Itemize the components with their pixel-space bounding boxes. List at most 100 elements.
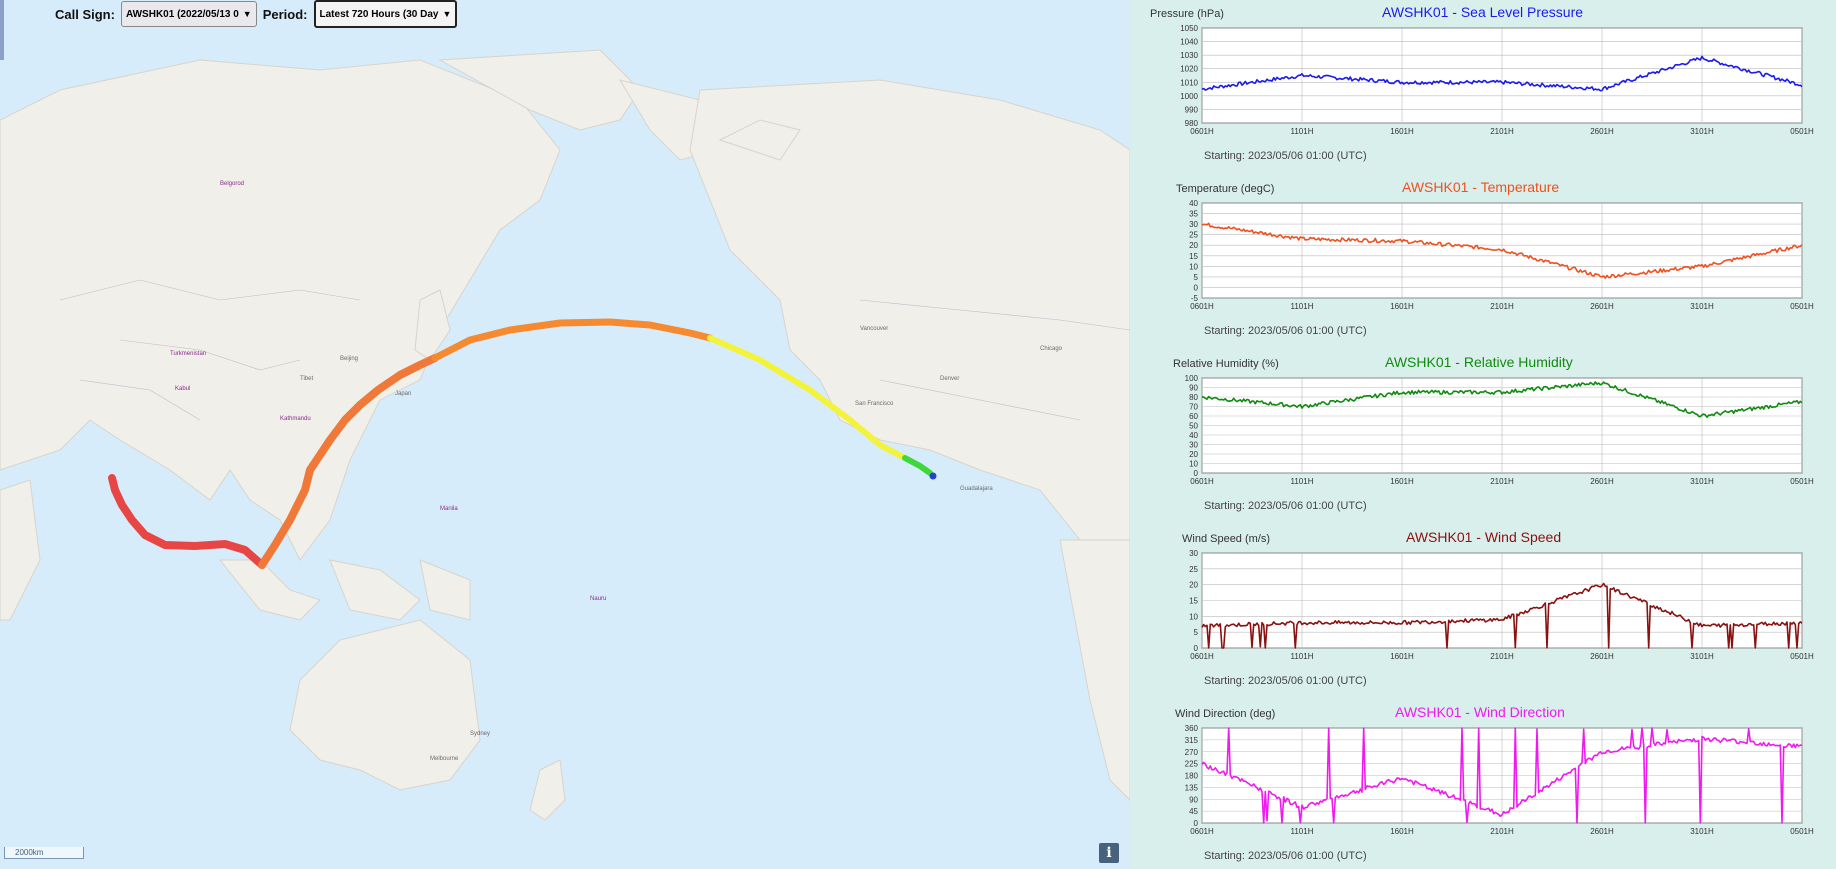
x-tick-label: 1601H — [1390, 827, 1414, 836]
y-tick-label: 270 — [1185, 748, 1199, 757]
x-tick-label: 2101H — [1490, 127, 1514, 136]
x-tick-label: 3101H — [1690, 302, 1714, 311]
x-tick-label: 0501H — [1790, 127, 1814, 136]
y-tick-label: 80 — [1189, 393, 1198, 402]
borders — [59, 279, 1130, 421]
series-line — [1201, 727, 1803, 824]
x-tick-label: 2101H — [1490, 652, 1514, 661]
x-tick-label: 0601H — [1190, 477, 1214, 486]
y-tick-label: 0 — [1194, 819, 1199, 828]
chart-title: AWSHK01 - Relative Humidity — [1385, 354, 1573, 370]
y-tick-label: 360 — [1185, 724, 1199, 733]
y-tick-label: 980 — [1185, 119, 1199, 128]
zoom-control[interactable] — [0, 0, 4, 60]
y-tick-label: 5 — [1194, 628, 1199, 637]
x-tick-label: 1101H — [1291, 302, 1314, 311]
y-tick-label: 225 — [1185, 760, 1199, 769]
y-tick-label: 0 — [1194, 283, 1199, 292]
x-tick-label: 0501H — [1790, 477, 1814, 486]
chart-ylabel: Relative Humidity (%) — [1173, 358, 1279, 370]
period-select[interactable]: Latest 720 Hours (30 Day ▼ — [313, 0, 458, 28]
chart-title: AWSHK01 - Wind Speed — [1406, 529, 1562, 545]
y-tick-label: 20 — [1189, 581, 1198, 590]
y-tick-label: 30 — [1189, 441, 1198, 450]
call-sign-select[interactable]: AWSHK01 (2022/05/13 0 ▼ — [120, 1, 257, 27]
y-tick-label: 90 — [1189, 795, 1198, 804]
y-tick-label: 30 — [1189, 220, 1198, 229]
call-sign-value: AWSHK01 (2022/05/13 0 — [125, 8, 239, 20]
y-tick-label: 40 — [1189, 431, 1198, 440]
svg-text:Beijing: Beijing — [340, 356, 358, 362]
y-tick-label: 180 — [1185, 772, 1199, 781]
chart-wind-speed: 30 25 20 15 10 5 0 0601H 1101H 1601H 2101H 2601H 310… — [1130, 529, 1836, 701]
track-segment-orange-light — [431, 318, 714, 362]
svg-text:Chicago: Chicago — [1040, 346, 1063, 352]
chart-pressure: 1050 1040 1030 1020 1010 1000 990 980 0601H 1101H… — [1130, 4, 1836, 176]
scale-bar: 2000km — [4, 847, 84, 859]
chart-starting: Starting: 2023/05/06 01:00 (UTC) — [1204, 850, 1367, 862]
x-tick-label: 2101H — [1490, 302, 1514, 311]
call-sign-label: Call Sign: — [55, 6, 115, 22]
y-tick-label: 5 — [1194, 273, 1199, 282]
x-tick-label: 2601H — [1590, 127, 1614, 136]
y-tick-label: 25 — [1189, 565, 1198, 574]
series-line — [1201, 222, 1803, 279]
svg-text:Manila: Manila — [440, 506, 458, 512]
map-canvas[interactable]: Belgorod Turkmenistan Kabul Kathmandu Ti… — [0, 0, 1130, 869]
svg-text:Nauru: Nauru — [590, 596, 606, 602]
svg-text:Kathmandu: Kathmandu — [280, 416, 311, 422]
y-tick-label: 25 — [1189, 231, 1198, 240]
x-tick-label: 3101H — [1690, 477, 1714, 486]
chart-title: AWSHK01 - Wind Direction — [1395, 704, 1565, 720]
y-tick-label: 100 — [1185, 374, 1199, 383]
x-tick-label: 1101H — [1291, 652, 1314, 661]
y-tick-label: 1030 — [1180, 51, 1198, 60]
y-tick-label: 315 — [1185, 736, 1199, 745]
x-tick-label: 1601H — [1390, 302, 1414, 311]
info-icon: i — [1106, 845, 1112, 861]
y-tick-label: 15 — [1189, 252, 1198, 261]
charts-panel: 1050 1040 1030 1020 1010 1000 990 980 0601H 1101H… — [1130, 0, 1836, 869]
y-tick-label: 30 — [1189, 549, 1198, 558]
chart-starting: Starting: 2023/05/06 01:00 (UTC) — [1204, 150, 1367, 162]
chart-humidity: 100 90 80 70 60 50 40 30 20 10 0 0601H 1101H 1601H 210… — [1130, 354, 1836, 526]
y-tick-label: 0 — [1194, 469, 1199, 478]
period-value: Latest 720 Hours (30 Day — [319, 8, 439, 20]
chart-starting: Starting: 2023/05/06 01:00 (UTC) — [1204, 325, 1367, 337]
x-tick-label: 1101H — [1291, 127, 1314, 136]
y-tick-label: 1050 — [1180, 24, 1198, 33]
scale-label: 2000km — [15, 848, 44, 857]
chart-temperature: 40 35 30 25 20 15 10 5 0 -5 0601H 1101H 1601H 2101H 26… — [1130, 179, 1836, 351]
current-position-marker — [929, 472, 937, 480]
y-tick-label: 990 — [1185, 105, 1199, 114]
y-tick-label: 135 — [1185, 783, 1199, 792]
track-segment-yellow — [707, 335, 908, 461]
track-segment-orange — [258, 354, 439, 569]
chart-title: AWSHK01 - Temperature — [1402, 179, 1560, 195]
svg-text:Guadalajara: Guadalajara — [960, 486, 993, 492]
chevron-down-icon: ▼ — [442, 9, 452, 19]
chart-wind-direction: 360 315 270 225 180 135 90 45 0 0601H 1101H 1601H 21… — [1130, 704, 1836, 869]
x-tick-label: 0501H — [1790, 652, 1814, 661]
chart-ylabel: Wind Direction (deg) — [1175, 708, 1276, 720]
svg-text:Turkmenistan: Turkmenistan — [170, 351, 206, 357]
y-tick-label: 40 — [1189, 199, 1198, 208]
svg-text:Denver: Denver — [940, 376, 959, 382]
series-line — [1201, 582, 1803, 649]
y-tick-label: 1000 — [1180, 92, 1198, 101]
y-tick-label: 35 — [1189, 210, 1198, 219]
x-tick-label: 1601H — [1390, 127, 1414, 136]
map-view[interactable]: Belgorod Turkmenistan Kabul Kathmandu Ti… — [0, 0, 1130, 869]
y-tick-label: 70 — [1189, 403, 1198, 412]
y-tick-label: 50 — [1189, 422, 1198, 431]
track-segment-red — [108, 474, 266, 569]
x-tick-label: 1101H — [1291, 827, 1314, 836]
y-tick-label: 20 — [1189, 450, 1198, 459]
y-tick-label: 1020 — [1180, 65, 1198, 74]
chart-starting: Starting: 2023/05/06 01:00 (UTC) — [1204, 675, 1367, 687]
info-button[interactable]: i — [1099, 843, 1119, 863]
